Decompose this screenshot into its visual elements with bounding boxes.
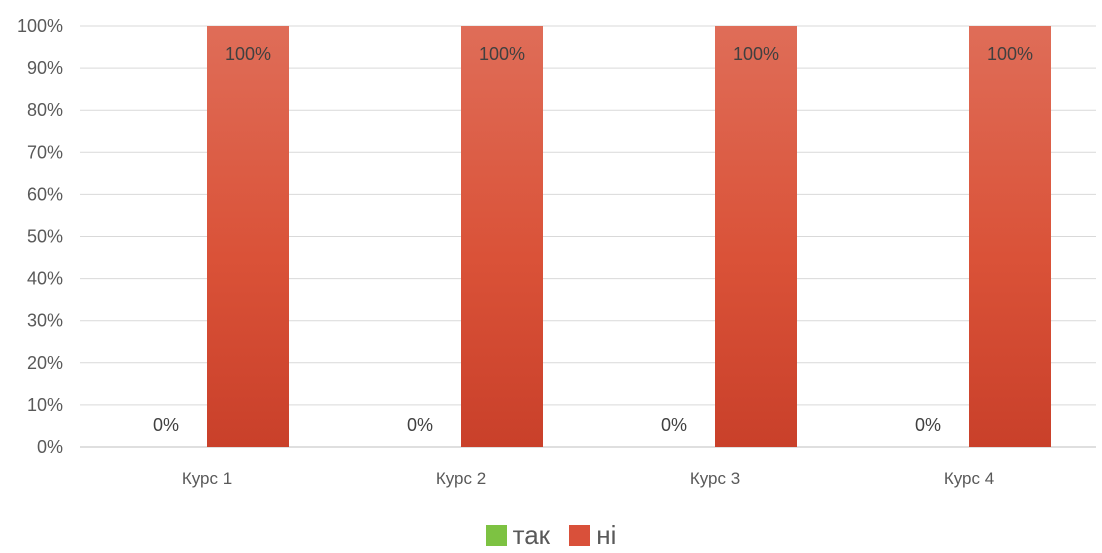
bar-ni xyxy=(715,26,797,447)
legend-swatch-ni xyxy=(569,525,591,546)
y-tick-label: 10% xyxy=(27,395,63,415)
data-label: 100% xyxy=(733,44,779,64)
bar-chart: 0% 10% 20% 30% 40% 50% 60% 70% 80% 90% 100% 0% 100%… xyxy=(17,16,1096,488)
data-labels: 0% 100% 0% 100% 0% 100% 0% 100% xyxy=(153,44,1033,435)
x-category-label: Курс 4 xyxy=(944,469,994,488)
legend-label-tak: так xyxy=(512,520,551,550)
legend-swatch-tak xyxy=(485,525,507,546)
y-tick-label: 60% xyxy=(27,184,63,204)
y-tick-label: 90% xyxy=(27,58,63,78)
data-label: 0% xyxy=(915,415,941,435)
bar-ni xyxy=(969,26,1051,447)
y-axis-tick-labels: 0% 10% 20% 30% 40% 50% 60% 70% 80% 90% 100% xyxy=(17,16,63,457)
data-label: 100% xyxy=(987,44,1033,64)
x-axis-category-labels: Курс 1 Курс 2 Курс 3 Курс 4 xyxy=(182,469,994,488)
x-category-label: Курс 2 xyxy=(436,469,486,488)
y-tick-label: 80% xyxy=(27,100,63,120)
data-label: 0% xyxy=(661,415,687,435)
x-category-label: Курс 3 xyxy=(690,469,740,488)
y-tick-label: 0% xyxy=(37,437,63,457)
data-label: 100% xyxy=(479,44,525,64)
legend-item-tak: так xyxy=(485,520,551,551)
y-tick-label: 50% xyxy=(27,227,63,247)
y-tick-label: 30% xyxy=(27,311,63,331)
y-tick-label: 70% xyxy=(27,142,63,162)
data-label: 100% xyxy=(225,44,271,64)
bar-ni xyxy=(207,26,289,447)
bar-ni xyxy=(461,26,543,447)
x-category-label: Курс 1 xyxy=(182,469,232,488)
bars xyxy=(207,26,1051,447)
y-tick-label: 40% xyxy=(27,269,63,289)
legend: так ні xyxy=(0,520,1102,553)
data-label: 0% xyxy=(407,415,433,435)
legend-item-ni: ні xyxy=(569,520,616,551)
y-tick-label: 100% xyxy=(17,16,63,36)
y-tick-label: 20% xyxy=(27,353,63,373)
legend-label-ni: ні xyxy=(596,520,617,550)
data-label: 0% xyxy=(153,415,179,435)
